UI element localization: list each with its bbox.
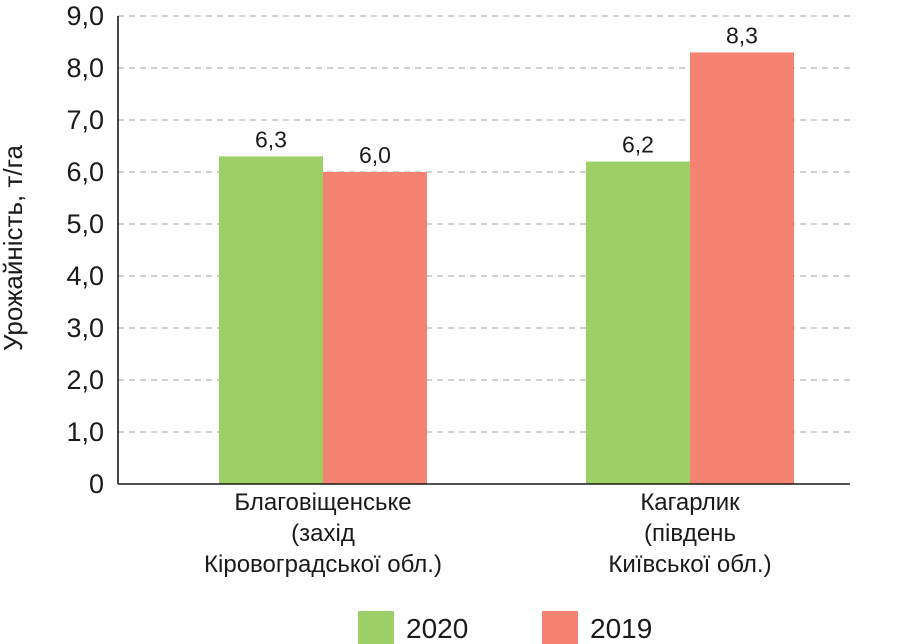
category-label: (захід <box>291 520 355 547</box>
y-axis-label: Урожайність, т/га <box>0 145 28 351</box>
data-label: 6,2 <box>622 132 654 158</box>
data-labels: 6,3 6,2 6,0 8,3 <box>255 22 758 168</box>
data-label: 6,3 <box>255 126 287 152</box>
y-tick-label: 3,0 <box>66 313 104 343</box>
y-tick-label: 1,0 <box>66 417 104 447</box>
bar-2019 <box>323 172 427 484</box>
data-label: 8,3 <box>726 22 758 48</box>
bar-2020 <box>219 156 323 484</box>
y-tick-label: 5,0 <box>66 209 104 239</box>
data-label: 6,0 <box>359 142 391 168</box>
axes <box>117 16 850 485</box>
bars <box>219 52 794 485</box>
y-tick-label: 2,0 <box>66 365 104 395</box>
category-label: Кагарлик <box>640 489 740 516</box>
category-label: Київської обл.) <box>608 551 771 578</box>
y-tick-label: 7,0 <box>66 105 104 135</box>
category-label: Благовіщенське <box>234 489 411 516</box>
bar-2019 <box>690 52 794 485</box>
legend-label: 2019 <box>590 613 652 644</box>
category-label: (південь <box>644 520 736 547</box>
legend-label: 2020 <box>406 613 468 644</box>
bar-2020 <box>586 161 690 484</box>
legend-swatch-2020 <box>358 611 394 644</box>
y-tick-labels: 0 1,0 2,0 3,0 4,0 5,0 6,0 7,0 8,0 9,0 <box>66 1 104 499</box>
y-tick-label: 9,0 <box>66 1 104 31</box>
y-tick-label: 4,0 <box>66 261 104 291</box>
y-tick-label: 8,0 <box>66 53 104 83</box>
y-tick-label: 6,0 <box>66 157 104 187</box>
category-labels: Благовіщенське (захід Кіровоградської обл.… <box>204 489 772 578</box>
legend-swatch-2019 <box>542 611 578 644</box>
y-tick-label: 0 <box>89 469 104 499</box>
category-label: Кіровоградської обл.) <box>204 551 442 578</box>
legend: 2020 2019 <box>358 611 652 644</box>
